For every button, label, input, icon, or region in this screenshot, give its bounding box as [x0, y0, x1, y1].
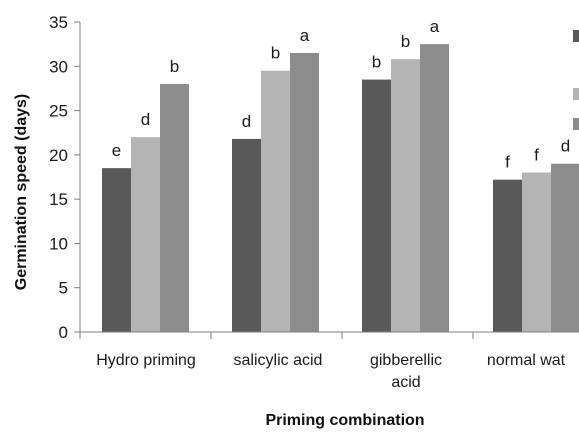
- significance-letter: b: [170, 57, 179, 76]
- bar: [160, 84, 189, 332]
- legend: [573, 30, 579, 130]
- x-axis-title: Priming combination: [265, 412, 424, 429]
- bar: [493, 179, 522, 332]
- significance-letter: a: [300, 26, 310, 45]
- significance-letter: f: [505, 153, 510, 172]
- legend-swatch: [573, 88, 579, 100]
- significance-letter: d: [561, 137, 570, 156]
- y-tick-label: 25: [49, 102, 68, 121]
- legend-swatch: [573, 30, 579, 42]
- y-tick-label: 0: [59, 323, 68, 342]
- significance-letter: b: [271, 44, 280, 63]
- y-tick-label: 20: [49, 146, 68, 165]
- significance-letter: a: [430, 17, 440, 36]
- x-category-label: gibberellic: [370, 352, 442, 369]
- y-tick-label: 10: [49, 234, 68, 253]
- y-tick-label: 5: [59, 279, 68, 298]
- x-axis: Hydro priming salicylic acid gibberellic ac…: [79, 331, 579, 391]
- significance-letter: e: [112, 141, 121, 160]
- bar: [102, 168, 131, 332]
- bar: [551, 163, 579, 332]
- bar: [261, 70, 290, 332]
- bar: [232, 138, 261, 332]
- significance-letter: b: [401, 32, 410, 51]
- bar: [131, 137, 160, 332]
- bar: [420, 44, 449, 333]
- legend-swatch: [573, 118, 579, 130]
- x-category-label: normal wat: [487, 352, 566, 369]
- bar: [290, 53, 319, 332]
- bar: [522, 172, 551, 332]
- bar: [362, 79, 391, 332]
- significance-letter: b: [372, 53, 381, 72]
- x-category-label: Hydro priming: [96, 352, 196, 369]
- significance-letter: d: [242, 112, 251, 131]
- significance-letter: f: [534, 146, 539, 165]
- x-category-label: salicylic acid: [234, 352, 323, 369]
- y-tick-label: 30: [49, 57, 68, 76]
- x-category-label: acid: [391, 374, 420, 391]
- significance-letters: e d b f d b b f b a a d: [112, 17, 570, 172]
- significance-letter: d: [141, 110, 150, 129]
- y-tick-label: 35: [49, 13, 68, 32]
- bar: [391, 59, 420, 332]
- y-axis: 0 5 10 15 20 25 30 35: [49, 13, 81, 342]
- bars: [102, 44, 579, 333]
- y-axis-title: Germination speed (days): [13, 94, 30, 291]
- y-tick-label: 15: [49, 190, 68, 209]
